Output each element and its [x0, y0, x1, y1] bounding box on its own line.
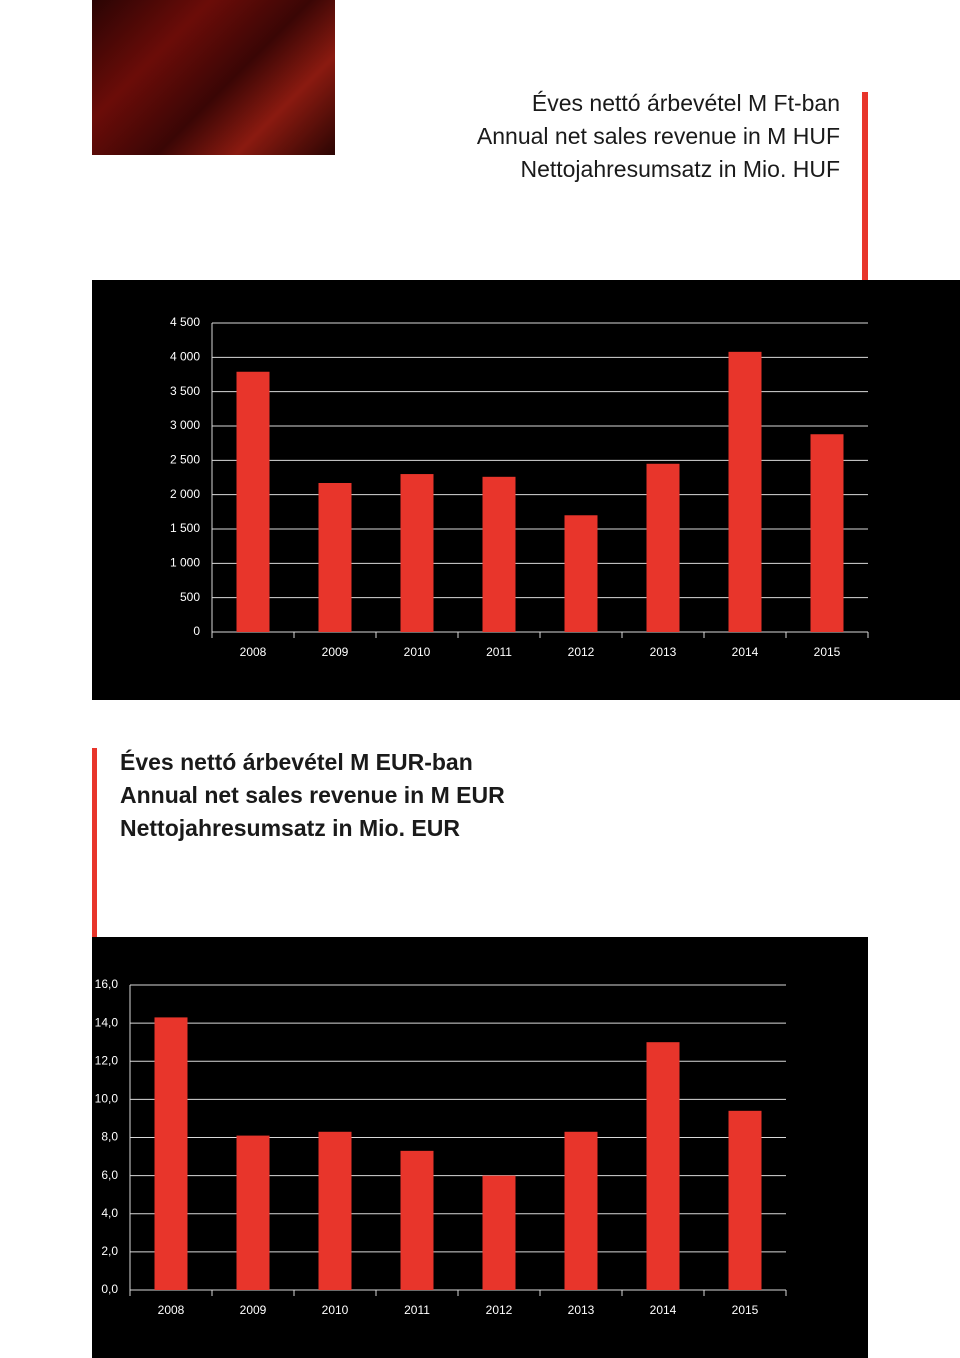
x-tick-label: 2014	[732, 645, 759, 659]
y-tick-label: 3 500	[170, 384, 200, 398]
y-tick-label: 14,0	[95, 1015, 119, 1029]
bar	[154, 1017, 188, 1290]
x-tick-label: 2014	[650, 1303, 677, 1317]
bar	[236, 1135, 270, 1290]
y-tick-label: 4 000	[170, 350, 200, 364]
bar	[728, 351, 762, 632]
y-tick-label: 3 000	[170, 418, 200, 432]
title-line: Nettojahresumsatz in Mio. EUR	[120, 815, 460, 841]
y-tick-label: 2,0	[101, 1244, 118, 1258]
bar	[646, 1042, 680, 1290]
y-tick-label: 8,0	[101, 1130, 118, 1144]
x-tick-label: 2012	[486, 1303, 513, 1317]
x-tick-label: 2015	[732, 1303, 759, 1317]
bar	[564, 1131, 598, 1290]
y-tick-label: 4,0	[101, 1206, 118, 1220]
bar	[318, 1131, 352, 1290]
y-tick-label: 6,0	[101, 1168, 118, 1182]
chart-title: Éves nettó árbevétel M EUR-ban Annual ne…	[120, 746, 505, 845]
title-line: Éves nettó árbevétel M EUR-ban	[120, 749, 473, 775]
y-tick-label: 2 500	[170, 453, 200, 467]
y-tick-label: 500	[180, 590, 200, 604]
bar	[482, 1175, 516, 1290]
x-tick-label: 2015	[814, 645, 841, 659]
title-line: Annual net sales revenue in M EUR	[120, 782, 505, 808]
x-tick-label: 2011	[486, 645, 512, 659]
bar	[400, 1150, 434, 1290]
x-tick-label: 2013	[568, 1303, 595, 1317]
x-tick-label: 2009	[322, 645, 349, 659]
x-tick-label: 2012	[568, 645, 595, 659]
bar	[482, 476, 516, 632]
x-tick-label: 2008	[158, 1303, 185, 1317]
x-tick-label: 2011	[404, 1303, 430, 1317]
chart: 0 500 1 000 1 500 2 000 2 500 3 000 3 500 4 000 4…	[92, 280, 960, 700]
y-tick-label: 16,0	[95, 977, 119, 991]
y-tick-label: 1 000	[170, 556, 200, 570]
y-tick-label: 1 500	[170, 521, 200, 535]
y-tick-label: 4 500	[170, 315, 200, 329]
y-tick-label: 12,0	[95, 1053, 119, 1067]
y-tick-label: 2 000	[170, 487, 200, 501]
title-line: Éves nettó árbevétel M Ft-ban	[531, 90, 840, 116]
title-line: Annual net sales revenue in M HUF	[476, 123, 840, 149]
x-tick-label: 2010	[322, 1303, 349, 1317]
accent-bar	[862, 92, 868, 280]
bar	[400, 474, 434, 632]
chart-title: Éves nettó árbevétel M Ft-ban Annual net…	[477, 87, 840, 186]
bar	[318, 482, 352, 632]
x-tick-label: 2009	[240, 1303, 267, 1317]
x-tick-label: 2008	[240, 645, 267, 659]
bar	[646, 463, 680, 632]
title-line: Nettojahresumsatz in Mio. HUF	[520, 156, 840, 182]
chart: 0,0 2,0 4,0 6,0 8,0 10,0 12,0 14,0 16,0 2008 2009 2…	[92, 937, 868, 1358]
y-tick-label: 0,0	[101, 1282, 118, 1296]
y-tick-label: 0	[193, 624, 200, 638]
x-tick-label: 2013	[650, 645, 677, 659]
photo	[92, 0, 335, 155]
x-tick-label: 2010	[404, 645, 431, 659]
bar	[810, 434, 844, 632]
bar	[564, 515, 598, 632]
bar	[236, 371, 270, 632]
bar	[728, 1110, 762, 1290]
y-tick-label: 10,0	[95, 1092, 119, 1106]
accent-bar	[92, 748, 97, 937]
